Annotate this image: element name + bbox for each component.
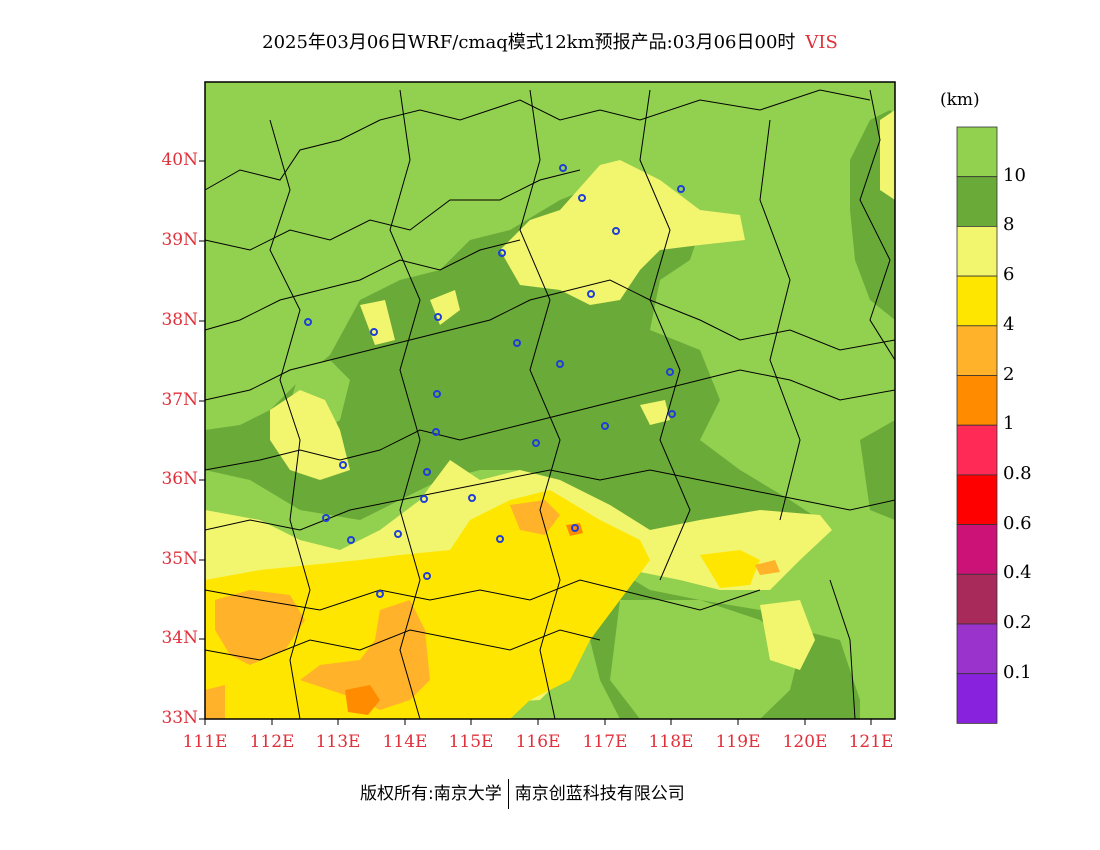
legend-units: (km) bbox=[940, 90, 980, 110]
copyright-right: 南京创蓝科技有限公司 bbox=[514, 784, 685, 804]
legend-swatch bbox=[956, 623, 998, 675]
legend-label: 0.1 bbox=[1003, 662, 1032, 683]
axis-ticks bbox=[199, 160, 872, 725]
title-variable: VIS bbox=[805, 32, 838, 53]
lon-label-116e: 116E bbox=[515, 732, 561, 752]
city-markers bbox=[304, 164, 685, 598]
legend-swatch bbox=[956, 524, 998, 575]
lon-label-121e: 121E bbox=[848, 732, 894, 752]
copyright-divider bbox=[507, 779, 509, 809]
admin-boundaries bbox=[204, 89, 896, 720]
lon-label-113e: 113E bbox=[315, 732, 361, 752]
lon-label-117e: 117E bbox=[582, 732, 628, 752]
lon-label-112e: 112E bbox=[249, 732, 295, 752]
legend-label: 0.8 bbox=[1003, 463, 1032, 484]
legend-swatch bbox=[956, 673, 998, 724]
title-text: 2025年03月06日WRF/cmaq模式12km预报产品:03月06日00时 bbox=[262, 32, 796, 53]
lat-label-38n: 38N bbox=[161, 310, 198, 330]
lat-label-40n: 40N bbox=[161, 150, 198, 170]
lat-label-39n: 39N bbox=[161, 230, 198, 250]
lat-label-35n: 35N bbox=[161, 549, 198, 569]
legend-label: 2 bbox=[1003, 364, 1015, 385]
legend-swatch bbox=[956, 176, 998, 227]
legend-swatch bbox=[956, 424, 998, 476]
lat-label-37n: 37N bbox=[161, 390, 198, 410]
lat-label-36n: 36N bbox=[161, 469, 198, 489]
legend-swatch bbox=[956, 225, 998, 277]
copyright: 版权所有:南京大学 南京创蓝科技有限公司 bbox=[360, 779, 685, 809]
lon-label-114e: 114E bbox=[382, 732, 428, 752]
legend-label: 10 bbox=[1003, 165, 1026, 186]
visibility-field bbox=[205, 82, 895, 719]
lon-label-120e: 120E bbox=[782, 732, 828, 752]
legend-swatch bbox=[956, 474, 998, 525]
legend-label: 8 bbox=[1003, 214, 1015, 235]
legend-swatch bbox=[956, 375, 998, 426]
legend-colorbar bbox=[956, 126, 998, 724]
lon-label-111e: 111E bbox=[182, 732, 228, 752]
legend-swatch bbox=[956, 126, 998, 178]
lon-label-118e: 118E bbox=[648, 732, 694, 752]
legend-label: 6 bbox=[1003, 264, 1015, 285]
lat-label-33n: 33N bbox=[161, 708, 198, 728]
legend-swatch bbox=[956, 325, 998, 376]
lon-label-119e: 119E bbox=[715, 732, 761, 752]
legend-swatch bbox=[956, 275, 998, 327]
lat-label-34n: 34N bbox=[161, 628, 198, 648]
legend-label: 1 bbox=[1003, 413, 1015, 434]
legend-label: 0.2 bbox=[1003, 612, 1032, 633]
copyright-left: 版权所有:南京大学 bbox=[360, 784, 502, 804]
legend-label: 4 bbox=[1003, 314, 1015, 335]
legend-label: 0.6 bbox=[1003, 513, 1032, 534]
map-title: 2025年03月06日WRF/cmaq模式12km预报产品:03月06日00时 V… bbox=[0, 28, 1100, 54]
lon-label-115e: 115E bbox=[448, 732, 494, 752]
legend-swatch bbox=[956, 573, 998, 625]
legend-label: 0.4 bbox=[1003, 562, 1032, 583]
